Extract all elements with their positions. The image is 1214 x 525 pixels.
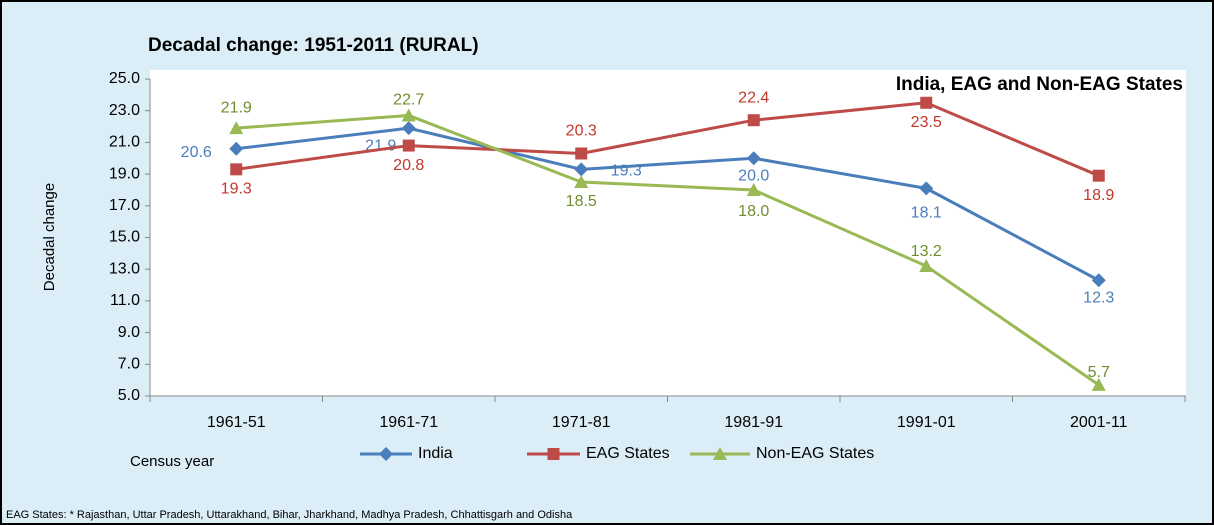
data-label: 20.8 [393, 157, 424, 174]
marker [401, 108, 416, 122]
marker [230, 163, 243, 176]
marker [401, 121, 416, 136]
y-tick-label: 15.0 [109, 229, 140, 246]
line [236, 126, 1100, 282]
data-label: 22.7 [393, 92, 424, 109]
data-label: 20.0 [738, 167, 769, 184]
marker [746, 182, 761, 196]
chart-subtitle: India, EAG and Non-EAG States [896, 74, 1183, 95]
marker [229, 121, 244, 135]
y-tick-label: 25.0 [109, 70, 140, 87]
data-label: 19.3 [221, 181, 252, 198]
marker [713, 447, 727, 460]
x-tick-label: 1961-71 [379, 414, 438, 431]
x-tick-label: 1981-91 [724, 414, 783, 431]
marker [920, 96, 933, 109]
y-tick-label: 21.0 [109, 134, 140, 151]
legend-label: EAG States [586, 445, 670, 462]
y-tick-label: 23.0 [109, 102, 140, 119]
y-tick-label: 17.0 [109, 197, 140, 214]
footnote: EAG States: * Rajasthan, Uttar Pradesh, … [6, 509, 573, 521]
y-tick-label: 5.0 [118, 387, 140, 404]
x-tick-label: 1971-81 [552, 414, 611, 431]
y-tick-label: 9.0 [118, 324, 140, 341]
line [236, 101, 1100, 178]
marker [575, 147, 588, 160]
y-axis-label: Decadal change [41, 183, 58, 291]
data-label: 20.6 [181, 144, 212, 161]
line [236, 113, 1100, 387]
y-tick-label: 7.0 [118, 356, 140, 373]
marker [1091, 377, 1106, 391]
data-label: 20.3 [566, 123, 597, 140]
marker [379, 447, 393, 461]
marker [402, 139, 415, 152]
data-label: 23.5 [911, 114, 942, 131]
marker [1091, 273, 1106, 288]
data-label: 12.3 [1083, 290, 1114, 307]
y-tick-label: 13.0 [109, 260, 140, 277]
legend-label: Non-EAG States [756, 445, 874, 462]
data-label: 18.1 [911, 205, 942, 222]
data-label: 5.7 [1088, 364, 1110, 381]
data-label: 13.2 [911, 243, 942, 260]
marker [574, 175, 589, 189]
x-axis-label: Census year [130, 453, 214, 470]
data-label: 18.9 [1083, 187, 1114, 204]
marker [919, 259, 934, 273]
data-label: 18.0 [738, 203, 769, 220]
y-tick-label: 11.0 [110, 292, 140, 309]
data-label: 19.3 [611, 163, 642, 180]
marker [574, 162, 589, 177]
data-label: 22.4 [738, 89, 769, 106]
marker [747, 114, 760, 127]
chart-title: Decadal change: 1951-2011 (RURAL) [148, 35, 479, 56]
plot-area [150, 70, 1186, 396]
marker [229, 141, 244, 156]
legend-label: India [418, 445, 453, 462]
data-label: 18.5 [566, 193, 597, 210]
x-tick-label: 1961-51 [207, 414, 266, 431]
x-tick-label: 2001-11 [1070, 414, 1128, 431]
marker [746, 151, 761, 166]
marker [919, 181, 934, 196]
marker [1092, 169, 1105, 182]
y-tick-label: 19.0 [109, 165, 140, 182]
marker [547, 448, 560, 460]
data-label: 21.9 [221, 99, 252, 116]
x-tick-label: 1991-01 [897, 414, 956, 431]
